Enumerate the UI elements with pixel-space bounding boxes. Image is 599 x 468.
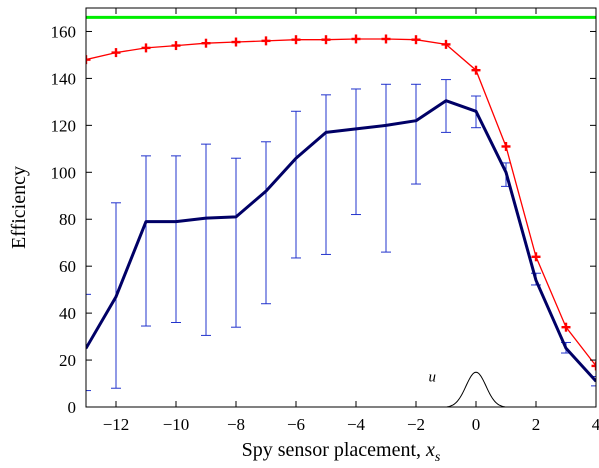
- x-tick-label: −12: [103, 415, 130, 434]
- y-tick-label: 160: [51, 22, 77, 41]
- plot-frame: [85, 7, 597, 408]
- error-bar: [291, 110, 301, 259]
- series-red-marker: [201, 38, 211, 48]
- error-bar: [171, 155, 181, 324]
- plot-area: [86, 15, 596, 407]
- y-tick-label: 120: [51, 116, 77, 135]
- series-mean-point: [295, 157, 297, 160]
- y-tick-label: 0: [68, 398, 77, 417]
- series-mean-point: [265, 190, 267, 193]
- x-axis-label-variable: x: [425, 439, 435, 461]
- series-mean-line: [86, 99, 596, 383]
- x-tick-label: −10: [163, 415, 190, 434]
- series-red-marker: [261, 36, 271, 46]
- series-mean-point: [115, 295, 117, 298]
- series-red-marker: [86, 55, 91, 65]
- series-mean-point: [535, 279, 537, 282]
- error-bar: [381, 83, 391, 253]
- error-bar: [261, 141, 271, 305]
- series-red-marker: [411, 35, 421, 45]
- series-mean-point: [205, 217, 207, 220]
- error-bar: [351, 88, 361, 216]
- series-mean-point: [475, 110, 477, 113]
- x-axis-label-text: Spy sensor placement,: [242, 439, 426, 461]
- series-mean-point: [355, 127, 357, 130]
- series-red-marker: [321, 35, 331, 45]
- error-bar: [411, 83, 421, 185]
- y-tick-label: 20: [59, 351, 76, 370]
- series-mean-point: [325, 131, 327, 134]
- x-axis-label: Spy sensor placement, xs: [242, 439, 441, 465]
- u-bump-curve: [445, 371, 507, 407]
- x-tick-label: 0: [472, 415, 481, 434]
- x-tick-label: −6: [287, 415, 305, 434]
- series-red-marker: [141, 43, 151, 53]
- series-red-marker: [471, 65, 481, 75]
- y-axis-label: Efficiency: [8, 166, 30, 249]
- x-tick-label: −2: [407, 415, 425, 434]
- y-tick-label: 100: [51, 163, 77, 182]
- x-tick-label: −4: [347, 415, 366, 434]
- x-axis-label-subscript: s: [435, 450, 441, 465]
- series-red-marker: [291, 35, 301, 45]
- error-bar: [86, 293, 91, 392]
- u-bump-label: u: [429, 370, 437, 386]
- y-tick-label: 60: [59, 257, 76, 276]
- error-bar: [201, 143, 211, 336]
- series-red-marker: [381, 34, 391, 44]
- y-tick-label: 140: [51, 69, 77, 88]
- y-tick-label: 40: [59, 304, 76, 323]
- series-red-marker: [111, 48, 121, 58]
- series-mean-point: [235, 215, 237, 218]
- series-red-marker: [591, 361, 596, 371]
- series-mean-point: [415, 119, 417, 122]
- error-bar: [441, 79, 451, 133]
- series-mean-point: [175, 220, 177, 223]
- x-tick-label: 2: [532, 415, 541, 434]
- series-red-marker: [561, 322, 571, 332]
- y-tick-label: 80: [59, 210, 76, 229]
- series-red-marker: [171, 41, 181, 51]
- error-bar: [231, 157, 241, 328]
- series-mean-point: [445, 99, 447, 102]
- series-red-marker: [231, 37, 241, 47]
- series-red-marker: [531, 252, 541, 262]
- series-mean-point: [145, 220, 147, 223]
- error-bar: [321, 94, 331, 255]
- series-mean-point: [385, 124, 387, 127]
- series-mean-point: [565, 347, 567, 350]
- series-mean-point: [505, 171, 507, 174]
- x-tick-label: 4: [592, 415, 599, 434]
- x-tick-label: −8: [227, 415, 245, 434]
- error-bar: [141, 155, 151, 327]
- series-red-line: [86, 38, 596, 367]
- series-red-marker: [351, 34, 361, 44]
- series-red-marker: [441, 39, 451, 49]
- series-red-marker: [501, 141, 511, 151]
